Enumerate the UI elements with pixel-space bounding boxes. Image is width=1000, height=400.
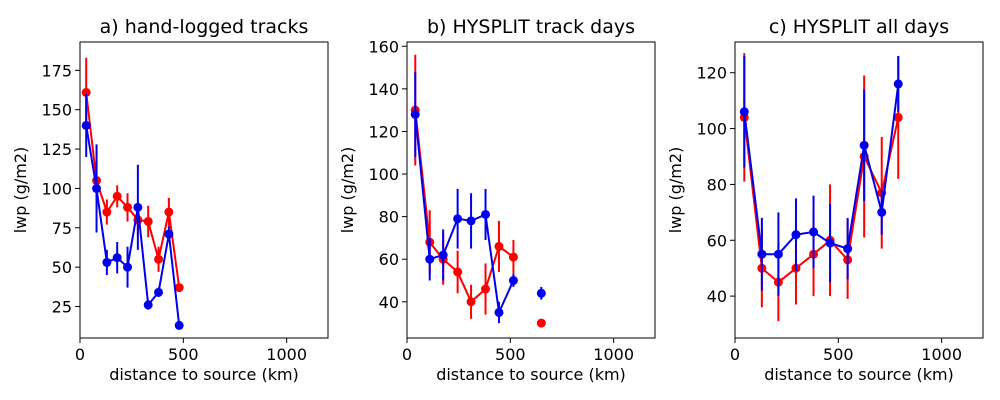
panel-c: 0 500 1000 40 60 80 100 120 c) HYSPLIT all days d…	[666, 16, 984, 384]
series-line	[85, 125, 181, 326]
series-blue	[410, 71, 546, 324]
data-point	[174, 283, 184, 293]
data-point	[425, 254, 435, 264]
data-point	[773, 249, 783, 259]
y-tick-label: 100	[368, 165, 399, 184]
x-axis-label: distance to source (km)	[109, 365, 299, 384]
y-tick-label: 140	[368, 80, 399, 99]
data-point	[453, 214, 463, 224]
data-point	[466, 297, 476, 307]
data-point	[123, 262, 133, 272]
data-point	[893, 79, 903, 89]
data-point	[825, 238, 835, 248]
plot-frame	[406, 41, 656, 339]
y-tick-label: 75	[52, 219, 72, 238]
data-point	[859, 140, 869, 150]
y-tick-label: 60	[379, 250, 399, 269]
x-tick-label: 500	[823, 345, 854, 364]
series-red	[739, 53, 903, 322]
x-axis-label: distance to source (km)	[764, 365, 954, 384]
data-point	[739, 107, 749, 117]
y-tick-label: 40	[379, 293, 399, 312]
data-point	[102, 207, 112, 217]
data-point	[843, 244, 853, 254]
data-point	[877, 207, 887, 217]
data-point	[81, 87, 91, 97]
data-point	[174, 320, 184, 330]
x-tick-label: 0	[75, 345, 85, 364]
y-tick-label: 175	[41, 61, 72, 80]
y-tick-label: 80	[707, 175, 727, 194]
y-tick-label: 150	[41, 101, 72, 120]
data-point	[466, 216, 476, 226]
data-point	[112, 191, 122, 201]
y-tick-label: 60	[707, 231, 727, 250]
data-point	[102, 257, 112, 267]
data-point	[893, 112, 903, 122]
data-point	[481, 284, 491, 294]
y-tick-label: 80	[379, 208, 399, 227]
data-point	[81, 120, 91, 130]
chart-title: c) HYSPLIT all days	[769, 16, 949, 38]
y-tick-label: 120	[368, 122, 399, 141]
series-line	[85, 92, 181, 288]
y-tick-label: 100	[41, 179, 72, 198]
data-point	[154, 287, 164, 297]
series-blue	[81, 93, 184, 330]
data-point	[508, 276, 518, 286]
x-tick-label: 1000	[266, 345, 307, 364]
y-tick-label: 120	[696, 64, 727, 83]
data-point	[809, 227, 819, 237]
data-point	[123, 202, 133, 212]
x-tick-label: 500	[168, 345, 199, 364]
panel-b: 0 500 1000 40 60 80 100 120 140 160 b) HYSPLIT tra…	[338, 16, 656, 384]
data-point	[154, 254, 164, 264]
data-point	[494, 241, 504, 251]
data-point	[438, 250, 448, 260]
data-point	[143, 300, 153, 310]
data-point	[453, 267, 463, 277]
x-tick-label: 0	[402, 345, 412, 364]
series-line	[743, 117, 900, 284]
y-tick-label: 125	[41, 140, 72, 159]
y-tick-label: 40	[707, 287, 727, 306]
x-tick-label: 1000	[921, 345, 962, 364]
x-axis-label: distance to source (km)	[436, 365, 626, 384]
data-point	[164, 229, 174, 239]
y-tick-label: 25	[52, 298, 72, 317]
y-tick-label: 50	[52, 258, 72, 277]
y-axis-label: lwp (g/m2)	[338, 147, 357, 234]
data-point	[164, 207, 174, 217]
series-red	[410, 54, 546, 328]
data-point	[757, 249, 767, 259]
data-point	[92, 183, 102, 193]
series-blue	[739, 55, 903, 297]
y-tick-label: 100	[696, 120, 727, 139]
data-point	[410, 109, 420, 119]
x-tick-label: 500	[495, 345, 526, 364]
x-tick-label: 0	[730, 345, 740, 364]
series-line	[743, 83, 900, 256]
y-tick-label: 160	[368, 37, 399, 56]
panel-a: 0 500 1000 25 50 75 100 125 150 175 a) hand-logged…	[11, 16, 329, 384]
data-point	[791, 230, 801, 240]
data-point	[133, 202, 143, 212]
x-tick-label: 1000	[593, 345, 634, 364]
y-axis-label: lwp (g/m2)	[666, 147, 685, 234]
data-point	[143, 216, 153, 226]
data-point	[508, 252, 518, 262]
data-point	[536, 288, 546, 298]
chart-title: a) hand-logged tracks	[100, 16, 309, 38]
plot-frame	[734, 41, 984, 339]
plot-frame	[79, 41, 329, 339]
data-point	[112, 253, 122, 263]
data-point	[536, 318, 546, 328]
y-axis-label: lwp (g/m2)	[11, 147, 30, 234]
data-point	[494, 307, 504, 317]
data-point	[481, 209, 491, 219]
chart-title: b) HYSPLIT track days	[427, 16, 635, 38]
